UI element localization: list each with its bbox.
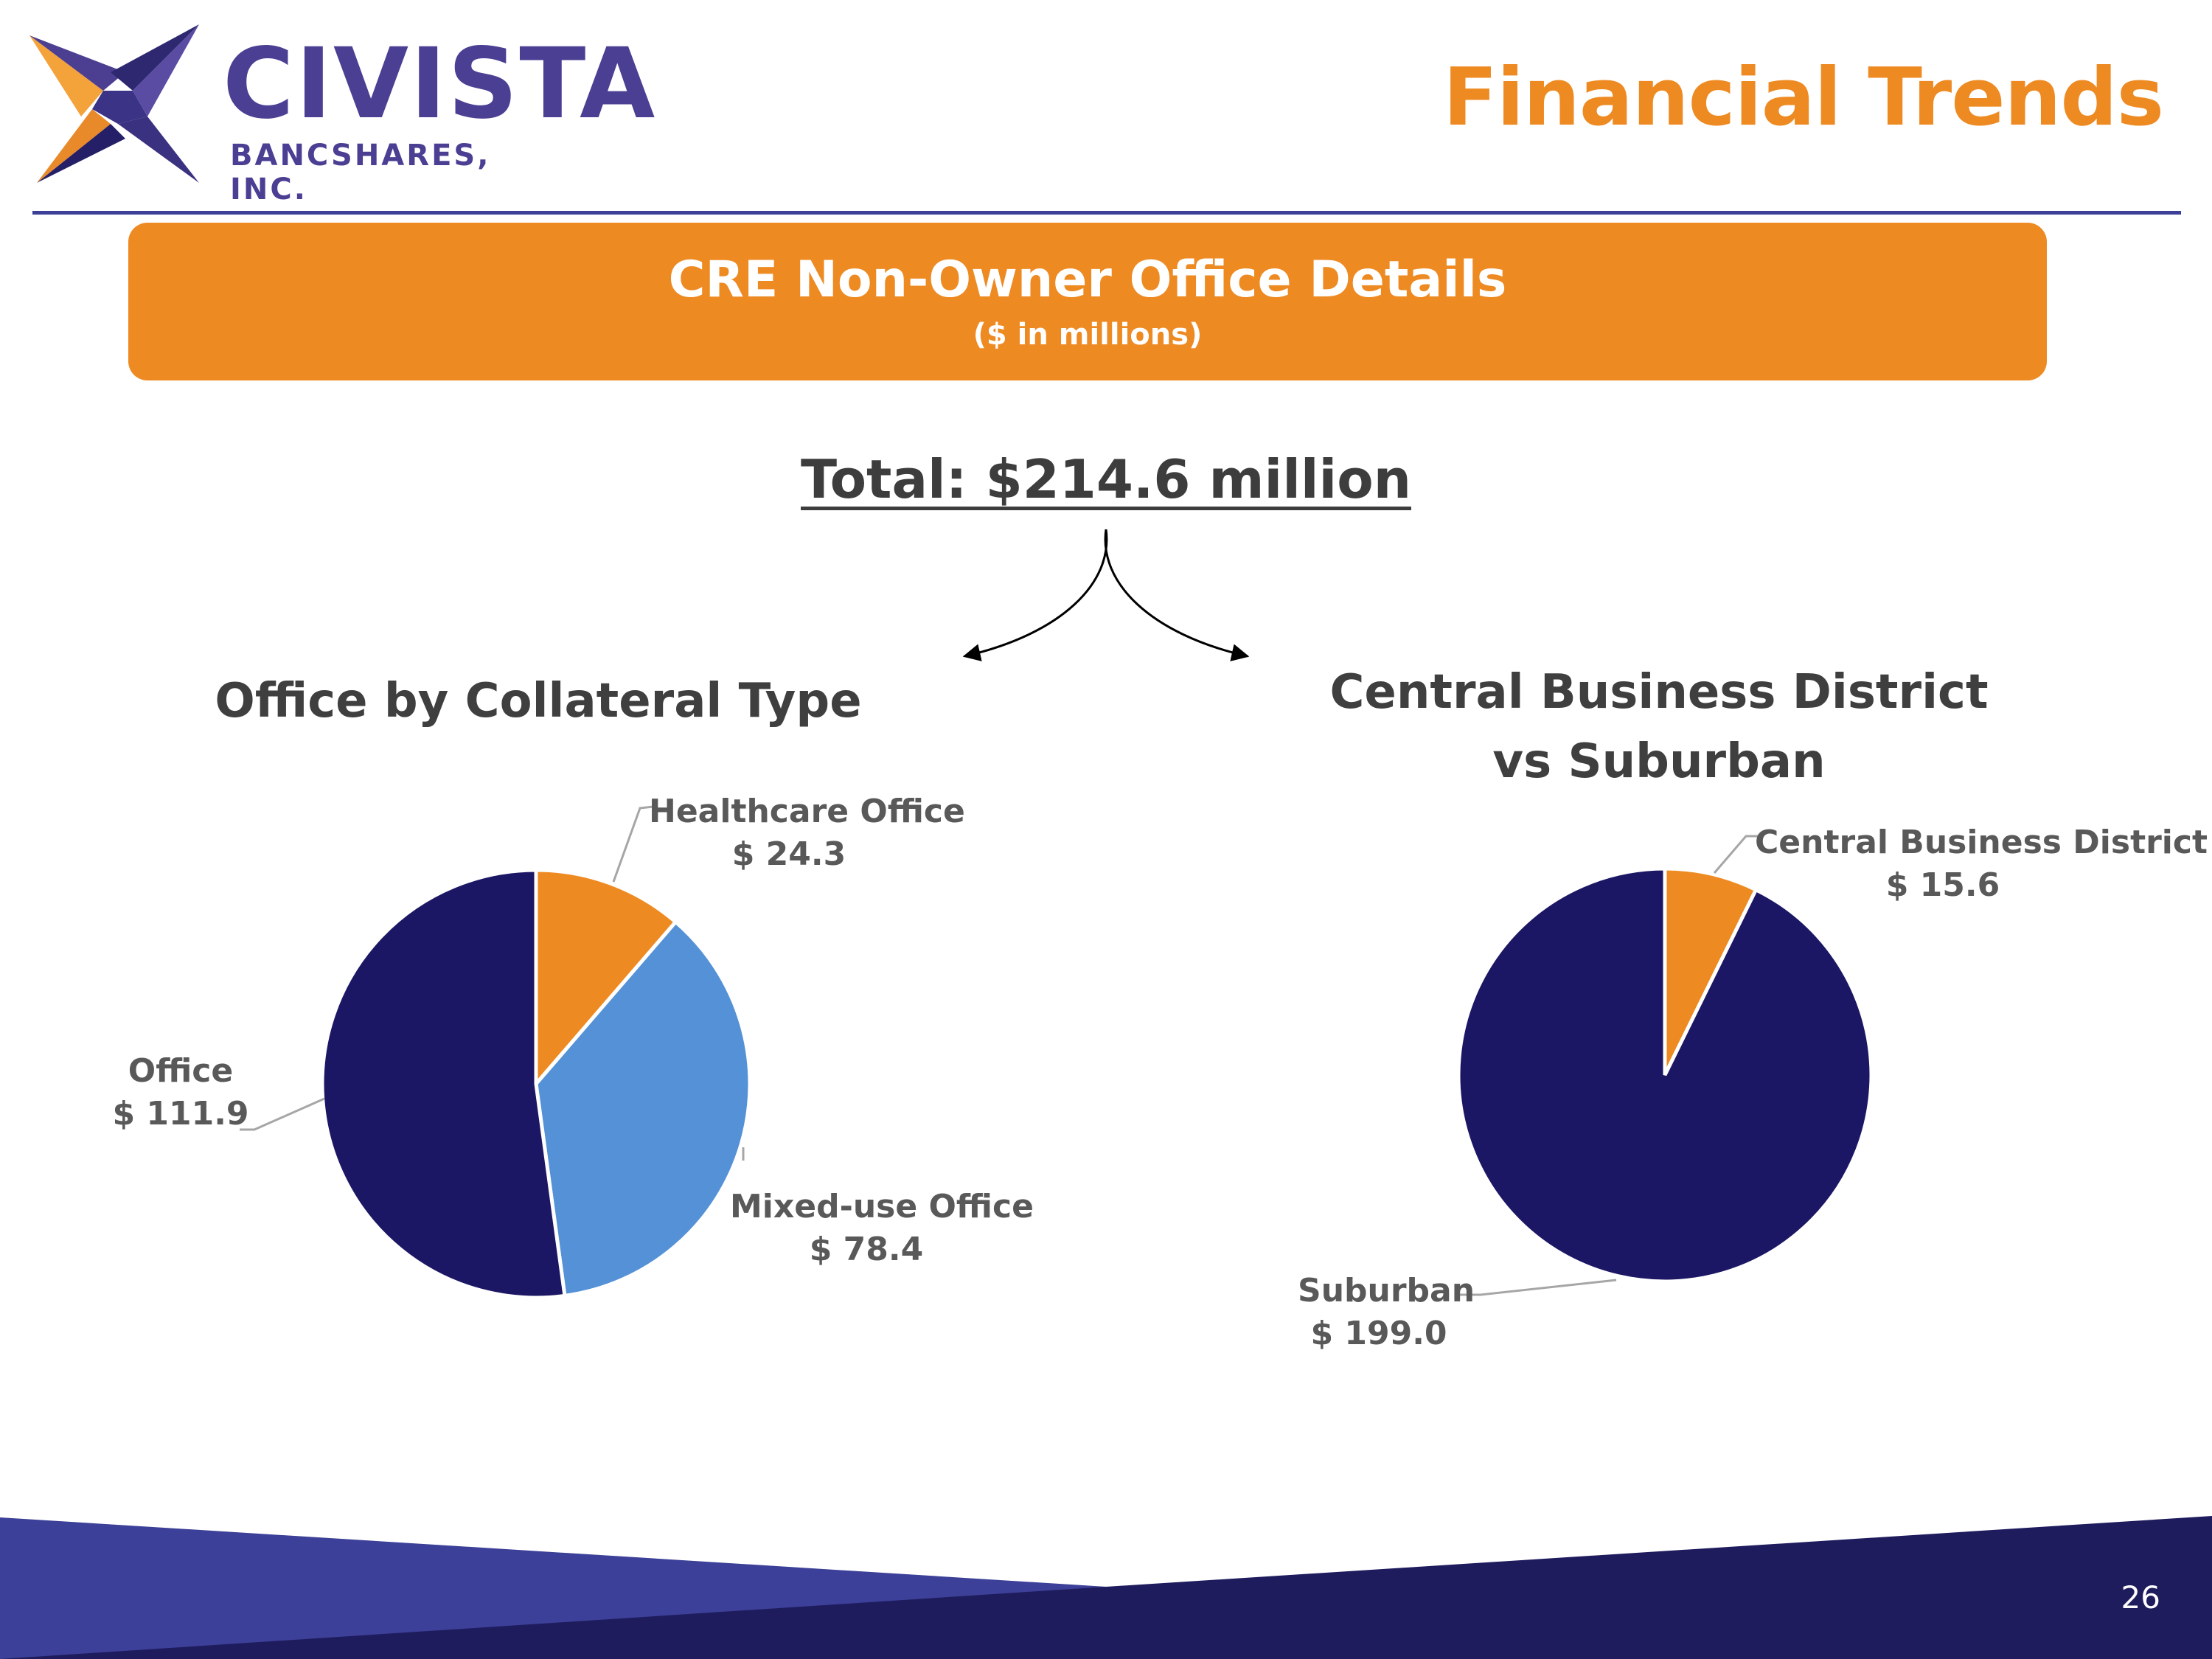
- header-divider: [32, 211, 2181, 215]
- slice-label-suburban-name: Suburban: [1298, 1272, 1475, 1310]
- logo-subtitle: BANCSHARES, INC.: [230, 139, 491, 206]
- slice-label-healthcare: Healthcare Office $ 24.3: [649, 790, 965, 876]
- civista-logo: CIVISTA BANCSHARES, INC.: [29, 21, 655, 206]
- leader-line-healthcare: [612, 805, 654, 883]
- slice-label-healthcare-value: $ 24.3: [731, 835, 846, 873]
- page-number: 26: [2121, 1579, 2160, 1615]
- collateral-slice-2: [320, 868, 567, 1300]
- split-arrows-icon: [962, 529, 1250, 661]
- leader-line-suburban: [1458, 1279, 1617, 1296]
- slice-label-mixed-use: Mixed-use Office $ 78.4: [730, 1186, 1034, 1271]
- district-slice-0: [1663, 866, 1759, 1077]
- chart-2-title-line-1: Central Business District: [1329, 665, 1989, 720]
- slice-label-office-value: $ 111.9: [112, 1095, 249, 1133]
- banner-title: CRE Non-Owner Office Details: [668, 251, 1507, 309]
- slice-label-healthcare-name: Healthcare Office: [649, 793, 965, 830]
- slice-label-office-name: Office: [128, 1052, 234, 1090]
- logo-star-icon: [29, 24, 199, 183]
- chart-2-title: Central Business District vs Suburban: [1290, 658, 2028, 796]
- leader-lines: [240, 805, 1758, 1296]
- slice-label-mixed-use-value: $ 78.4: [809, 1231, 924, 1268]
- slide-title: Financial Trends: [1443, 52, 2164, 144]
- chart-2-title-line-2: vs Suburban: [1492, 734, 1826, 789]
- pie-chart-cbd-suburban: [1456, 866, 1874, 1284]
- collateral-slice-1: [534, 919, 752, 1298]
- leader-line-cbd: [1713, 835, 1758, 874]
- slice-label-cbd-value: $ 15.6: [1885, 866, 2000, 904]
- total-amount: Total: $214.6 million: [801, 448, 1411, 510]
- section-banner: CRE Non-Owner Office Details ($ in milli…: [128, 223, 2047, 380]
- collateral-slice-0: [534, 868, 678, 1089]
- banner-subtitle: ($ in millions): [973, 318, 1203, 352]
- slice-label-office: Office $ 111.9: [111, 1050, 251, 1135]
- slice-label-cbd-name: Central Business District: [1755, 824, 2208, 861]
- slice-label-suburban: Suburban $ 199.0: [1298, 1270, 1475, 1355]
- pie-chart-collateral-type: [320, 868, 752, 1300]
- slice-label-mixed-use-name: Mixed-use Office: [730, 1188, 1034, 1225]
- footer-top-edge: [0, 1504, 2212, 1587]
- slice-label-suburban-value: $ 199.0: [1310, 1315, 1447, 1352]
- slice-label-cbd: Central Business District $ 15.6: [1755, 821, 2208, 907]
- district-slice-1: [1456, 866, 1874, 1284]
- chart-1-title: Office by Collateral Type: [215, 674, 862, 728]
- logo-name: CIVISTA: [223, 27, 657, 141]
- leader-line-office: [240, 1097, 325, 1131]
